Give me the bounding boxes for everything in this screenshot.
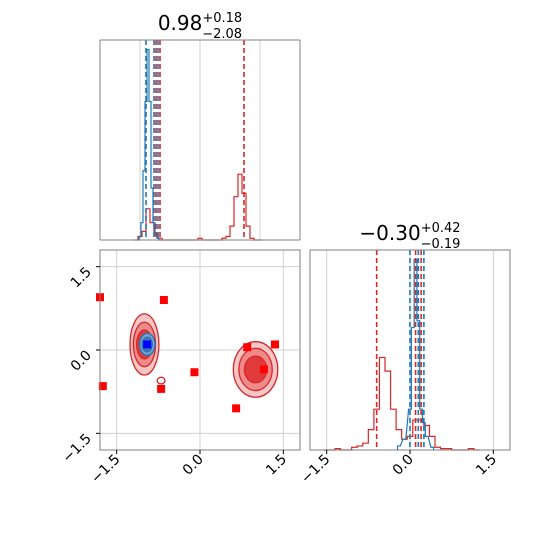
hist1-series-line	[138, 48, 161, 241]
joint-red-marker	[190, 368, 199, 377]
joint-red-marker	[98, 382, 107, 391]
hist2-series-line	[323, 356, 480, 451]
joint-ytick-label: 1.5	[68, 264, 95, 291]
title-param1-lower: −2.08	[202, 27, 242, 42]
joint-blue-marker	[143, 340, 152, 349]
hist2-xtick-label: 1.5	[473, 452, 500, 479]
joint-ytick-label: −1.5	[59, 431, 94, 466]
joint-ytick-label: 0.0	[68, 348, 95, 375]
hist1-frame	[99, 39, 301, 241]
title-param1-value: 0.98	[158, 11, 203, 35]
title-param2-lower: −0.19	[421, 237, 461, 252]
hist2-xtick-label: 0.0	[390, 452, 417, 479]
joint-red-marker	[271, 340, 279, 349]
hist2-xtick-label: −1.5	[298, 452, 333, 487]
joint-red-marker	[243, 343, 252, 352]
joint-red-marker	[159, 296, 168, 304]
joint-xtick-label: −1.5	[88, 452, 123, 487]
joint-red-marker	[259, 365, 268, 374]
marginal-hist-param2: −1.5 0.0 1.5	[298, 249, 511, 487]
title-param2: −0.30+0.42 −0.19	[359, 221, 460, 252]
joint-red-marker	[232, 404, 241, 413]
title-param2-value: −0.30	[359, 221, 420, 245]
hist1-series-line	[134, 173, 262, 241]
joint-contour-scatter: −1.5 0.0 1.5 −1.5 0.0 1.5	[59, 249, 301, 487]
joint-contour-level	[156, 376, 166, 385]
joint-xtick-label: 0.0	[180, 452, 207, 479]
title-param1-upper: +0.18	[202, 11, 242, 26]
hist2-series-line	[396, 258, 435, 450]
title-param2-upper: +0.42	[421, 221, 461, 236]
joint-xtick-label: 1.5	[263, 452, 290, 479]
joint-red-marker	[157, 384, 166, 393]
title-param1: 0.98+0.18 −2.08	[158, 11, 242, 42]
marginal-hist-param1	[99, 39, 301, 241]
